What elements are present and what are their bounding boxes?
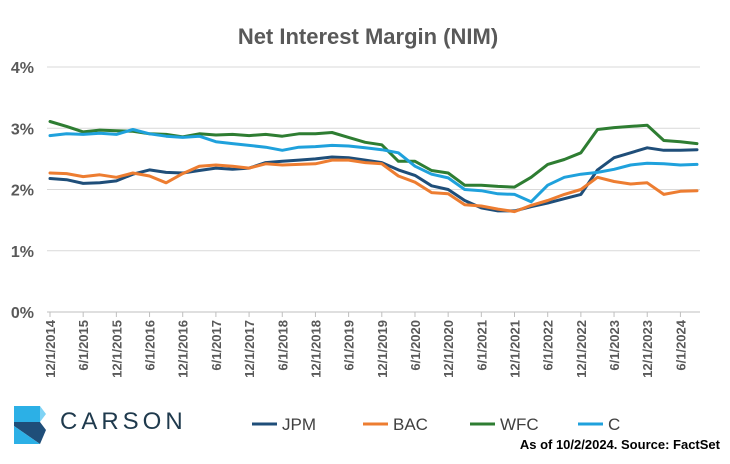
legend-label: C	[608, 415, 620, 434]
x-tick-label: 6/1/2024	[673, 319, 688, 370]
x-tick-label: 12/1/2020	[441, 320, 456, 378]
carson-logo-icon	[14, 406, 46, 444]
x-tick-label: 6/1/2018	[275, 320, 290, 371]
legend-label: BAC	[393, 415, 428, 434]
x-tick-label: 6/1/2022	[541, 320, 556, 371]
gridlines	[47, 66, 700, 313]
series-line-bac	[48, 158, 699, 214]
x-tick-label: 6/1/2016	[143, 320, 158, 371]
y-tick-label: 3%	[11, 121, 34, 138]
x-tick-label: 12/1/2018	[308, 320, 323, 378]
x-tick-label: 6/1/2015	[76, 320, 91, 371]
y-tick-label: 4%	[11, 60, 34, 77]
x-tick-label: 6/1/2019	[342, 320, 357, 371]
x-tick-label: 12/1/2023	[640, 320, 655, 378]
x-tick-label: 6/1/2020	[408, 320, 423, 371]
x-tick-label: 6/1/2017	[209, 320, 224, 371]
logo-shape	[14, 426, 40, 444]
x-tick-label: 6/1/2023	[607, 320, 622, 371]
legend-label: JPM	[282, 415, 316, 434]
y-tick-label: 2%	[11, 183, 34, 200]
x-tick-label: 12/1/2017	[242, 320, 257, 378]
x-tick-label: 6/1/2021	[474, 320, 489, 371]
series-lines	[48, 120, 699, 214]
legend: JPM BAC WFC C	[252, 415, 620, 434]
x-tick-label: 12/1/2021	[508, 320, 523, 378]
source-note: As of 10/2/2024. Source: FactSet	[519, 437, 720, 452]
x-axis-ticks: 12/1/2014 6/1/2015 12/1/2015 6/1/2016 12/1/2…	[43, 312, 688, 378]
x-tick-label: 12/1/2016	[176, 320, 191, 378]
logo-shape	[14, 406, 40, 422]
y-axis-ticks: 0% 1% 2% 3% 4%	[11, 60, 34, 322]
logo-shape	[40, 406, 46, 422]
legend-label: WFC	[500, 415, 539, 434]
x-tick-label: 12/1/2022	[574, 320, 589, 378]
logo-shape	[14, 422, 46, 444]
x-tick-label: 12/1/2015	[109, 320, 124, 378]
chart-title: Net Interest Margin (NIM)	[238, 24, 498, 49]
x-tick-label: 12/1/2014	[43, 319, 58, 378]
series-line-c	[48, 128, 699, 204]
logo-wordmark: CARSON	[60, 408, 187, 435]
x-tick-label: 12/1/2019	[375, 320, 390, 378]
y-tick-label: 1%	[11, 244, 34, 261]
y-tick-label: 0%	[11, 305, 34, 322]
